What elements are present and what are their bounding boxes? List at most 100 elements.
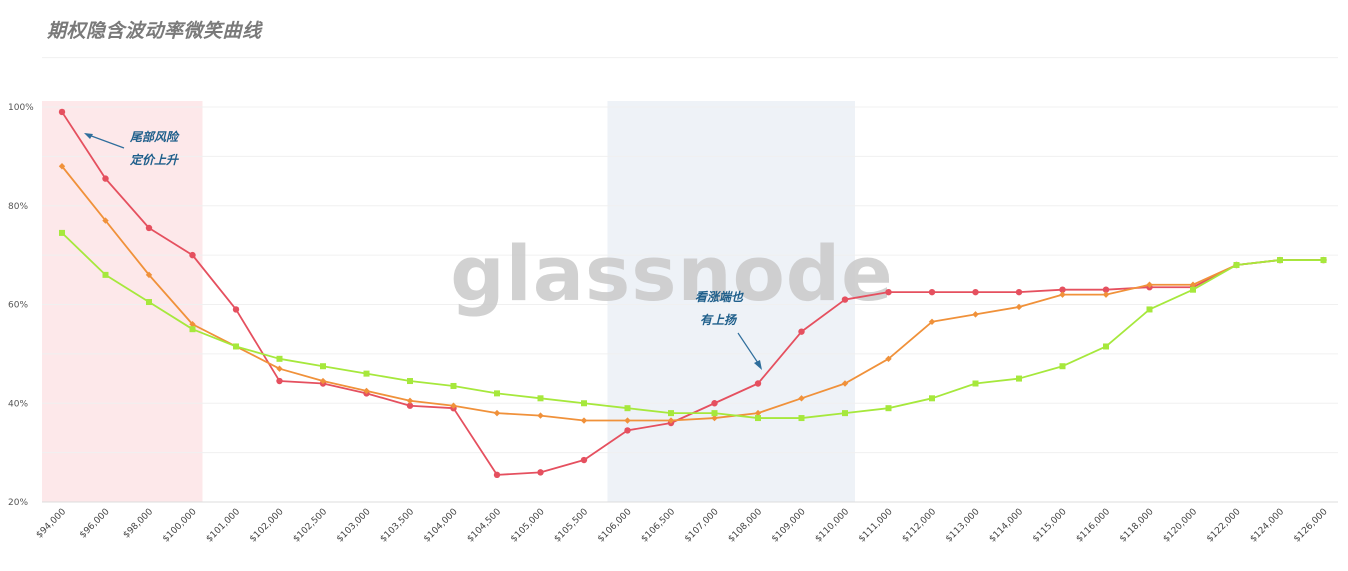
x-tick-label: $126,000 xyxy=(1292,507,1330,545)
data-point xyxy=(841,296,849,303)
data-point xyxy=(1102,291,1110,298)
x-tick-label: $110,000 xyxy=(814,507,852,545)
data-point xyxy=(841,380,849,387)
data-point xyxy=(928,288,936,296)
x-tick-label: $115,000 xyxy=(1031,507,1069,545)
data-point xyxy=(580,456,588,464)
highlight-band-0 xyxy=(42,101,203,502)
data-point xyxy=(1059,286,1066,293)
data-point xyxy=(189,326,196,333)
x-tick-label: $98,000 xyxy=(122,507,156,541)
x-tick-label: $114,000 xyxy=(988,507,1026,545)
data-point xyxy=(233,343,239,350)
data-point xyxy=(1015,288,1023,296)
data-point xyxy=(363,387,370,395)
data-point xyxy=(798,328,805,335)
data-point xyxy=(537,395,544,402)
y-axis-ticks: 20% 40% 60% 80% 100% xyxy=(8,103,34,508)
annotation-call-side-line1: 看涨端也 xyxy=(695,290,744,304)
data-point xyxy=(276,355,283,362)
data-point xyxy=(711,410,718,417)
series-line xyxy=(61,232,1324,419)
x-tick-label: $101,000 xyxy=(205,507,243,545)
data-point xyxy=(624,405,631,412)
data-point xyxy=(493,471,501,479)
data-point xyxy=(319,377,327,385)
data-point xyxy=(320,363,326,370)
x-tick-label: $103,000 xyxy=(335,507,373,545)
data-point xyxy=(1059,291,1066,298)
annotation-tail-risk-line2: 定价上升 xyxy=(129,153,180,167)
highlight-bands xyxy=(42,101,855,502)
data-point xyxy=(276,377,283,385)
annotations: 尾部风险 定价上升 看涨端也 有上扬 xyxy=(84,130,762,370)
data-point xyxy=(842,410,848,417)
data-point xyxy=(1277,257,1283,264)
data-point xyxy=(798,415,805,422)
data-point xyxy=(1320,257,1327,264)
data-point xyxy=(885,405,892,412)
data-point xyxy=(928,318,936,325)
x-tick-label: $104,000 xyxy=(422,507,460,545)
data-point xyxy=(624,427,631,434)
data-point xyxy=(406,402,414,409)
data-point xyxy=(668,410,674,417)
data-point xyxy=(624,417,631,424)
annotation-tail-risk-line1: 尾部风险 xyxy=(129,130,180,144)
x-tick-label: $105,500 xyxy=(553,507,591,545)
x-tick-label: $108,000 xyxy=(727,507,765,545)
data-point xyxy=(493,409,501,417)
data-point xyxy=(59,229,65,236)
x-tick-label: $106,000 xyxy=(596,507,634,545)
data-point xyxy=(406,397,414,404)
x-tick-label: $116,000 xyxy=(1075,507,1113,545)
data-point xyxy=(145,271,153,279)
data-point xyxy=(711,400,718,407)
data-point xyxy=(1016,375,1022,382)
highlight-band-1 xyxy=(607,101,855,502)
x-tick-label: $109,000 xyxy=(770,507,808,545)
data-point xyxy=(580,417,588,424)
x-tick-label: $111,000 xyxy=(857,507,895,545)
data-point xyxy=(1102,286,1110,293)
x-tick-label: $122,000 xyxy=(1205,507,1243,545)
data-point xyxy=(58,108,66,116)
x-tick-label: $106,500 xyxy=(640,507,678,545)
data-point xyxy=(1059,363,1066,370)
data-point xyxy=(972,288,979,296)
data-point xyxy=(754,409,762,417)
data-point xyxy=(145,224,153,232)
data-point xyxy=(1015,303,1023,311)
x-tick-label: $113,000 xyxy=(944,507,982,545)
data-point xyxy=(667,417,675,424)
annotation-call-side-arrow xyxy=(737,332,761,367)
annotation-tail-risk-arrowhead xyxy=(84,133,93,139)
data-point xyxy=(1233,262,1240,268)
y-tick-label: 60% xyxy=(8,301,28,311)
y-tick-label: 80% xyxy=(8,202,28,212)
data-point xyxy=(146,299,152,306)
data-point xyxy=(755,415,761,422)
x-axis-ticks: $94,000 $96,000 $98,000 $100,000 $101,000 $10… xyxy=(35,507,1330,545)
annotation-call-side-line2: 有上扬 xyxy=(700,313,738,327)
annotation-call-side-arrowhead xyxy=(754,360,762,370)
y-tick-label: 20% xyxy=(8,498,28,508)
data-point xyxy=(1146,281,1153,288)
x-tick-label: $118,000 xyxy=(1118,507,1156,545)
data-point xyxy=(58,163,66,170)
data-point xyxy=(798,395,805,402)
data-point xyxy=(885,288,892,296)
data-point xyxy=(276,365,283,372)
x-tick-label: $96,000 xyxy=(78,507,112,541)
data-point xyxy=(1103,343,1109,350)
x-tick-label: $102,500 xyxy=(292,507,330,545)
data-point xyxy=(189,321,196,328)
x-tick-label: $104,500 xyxy=(466,507,504,545)
data-point xyxy=(972,311,979,318)
data-point xyxy=(1190,286,1196,293)
data-point xyxy=(581,400,587,407)
series-line xyxy=(61,165,1324,422)
x-tick-label: $120,000 xyxy=(1162,507,1200,545)
data-point xyxy=(102,217,109,224)
data-point xyxy=(450,382,457,389)
